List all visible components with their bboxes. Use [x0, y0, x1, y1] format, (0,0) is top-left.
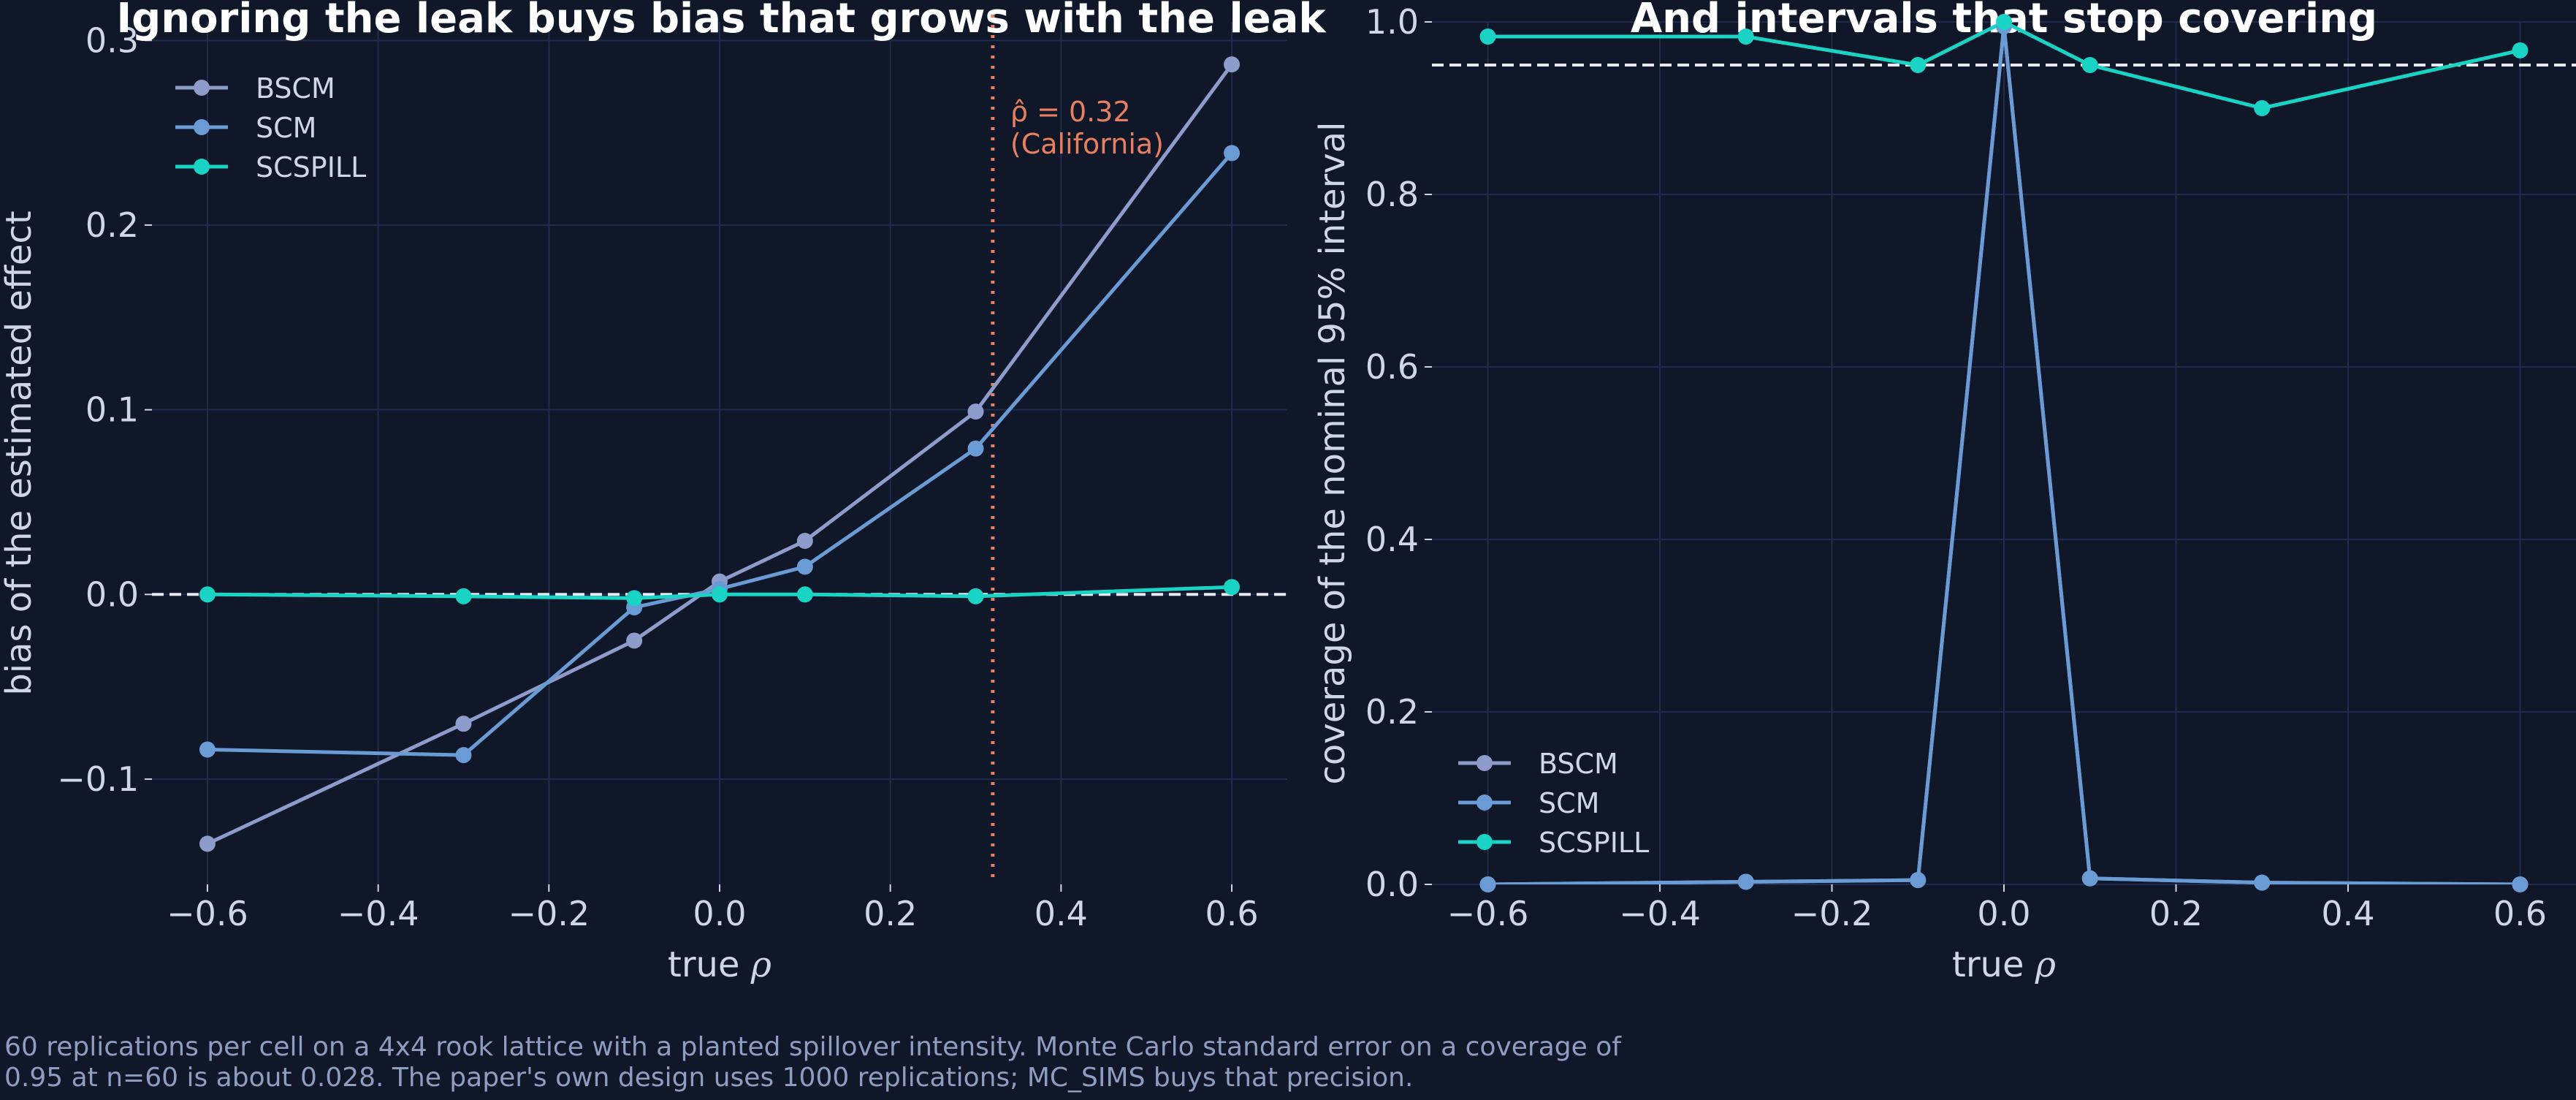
- p0-point-scm-5: [967, 440, 984, 457]
- p0-point-scspill-5: [967, 588, 984, 604]
- p1-x-tick-label-2: −0.2: [1791, 894, 1873, 933]
- p0-x-tick-label-2: −0.2: [508, 894, 590, 933]
- p0-y-tick-label-2: 0.1: [85, 390, 139, 430]
- p0-legend-label-scm: SCM: [256, 112, 316, 144]
- p0-legend-marker-scspill: [194, 159, 210, 175]
- p1-x-tick-label-1: −0.4: [1619, 894, 1701, 933]
- p1-point-scspill-2: [1910, 57, 1927, 73]
- p0-x-tick-label-4: 0.2: [864, 894, 917, 933]
- p0-point-scspill-2: [626, 590, 643, 607]
- bias-chart-panel: −0.6 −0.4 −0.2 0.0 0.2 0.4 0.6 −0.1 0.0 0.1 0.2 0.3…: [0, 0, 1327, 985]
- p1-x-tick-label-4: 0.2: [2149, 894, 2203, 933]
- p0-legend-marker-scm: [194, 119, 210, 135]
- p0-point-bscm-6: [1224, 56, 1241, 73]
- p1-point-scspill-3: [1996, 14, 2012, 30]
- figure-caption: 60 replications per cell on a 4x4 rook l…: [4, 1032, 2547, 1093]
- p0-legend-marker-bscm: [194, 80, 210, 96]
- p0-annotation-line-1: ρ̂ = 0.32: [1010, 96, 1131, 128]
- p0-point-scspill-0: [199, 586, 216, 603]
- figure: −0.6 −0.4 −0.2 0.0 0.2 0.4 0.6 −0.1 0.0 0.1 0.2 0.3…: [0, 0, 2576, 985]
- p1-point-scspill-0: [1479, 29, 1496, 45]
- p0-y-tick-label-0: −0.1: [57, 759, 139, 799]
- p1-point-scspill-4: [2081, 57, 2098, 73]
- p0-point-bscm-5: [967, 403, 984, 420]
- p1-legend-marker-scm: [1476, 794, 1493, 811]
- p0-x-tick-label-6: 0.6: [1205, 894, 1258, 933]
- p1-x-tick-label-5: 0.4: [2321, 894, 2374, 933]
- p0-x-tick-label-3: 0.0: [693, 894, 746, 933]
- p1-y-tick-label-3: 0.6: [1365, 347, 1419, 387]
- p1-legend-marker-scspill: [1476, 834, 1493, 850]
- p1-point-scspill-1: [1737, 29, 1754, 45]
- p1-y-tick-label-1: 0.2: [1365, 692, 1419, 732]
- p1-y-tick-label-5: 1.0: [1365, 2, 1419, 42]
- p1-legend-label-bscm: BSCM: [1539, 748, 1618, 780]
- p0-point-scspill-4: [796, 586, 813, 603]
- p0-x-axis-label: true ρ: [668, 944, 771, 985]
- p0-legend-label-bscm: BSCM: [256, 72, 335, 105]
- p1-point-scm-6: [2512, 876, 2529, 892]
- p1-x-tick-label-0: −0.6: [1447, 894, 1529, 933]
- p1-legend-marker-bscm: [1476, 755, 1493, 771]
- p1-point-scspill-6: [2512, 42, 2529, 58]
- p0-y-tick-label-3: 0.2: [85, 205, 139, 245]
- p1-y-tick-label-0: 0.0: [1365, 865, 1419, 904]
- p0-point-scm-0: [199, 741, 216, 758]
- p1-point-scm-1: [1737, 873, 1754, 890]
- p0-point-scspill-3: [712, 586, 728, 603]
- p0-y-tick-label-1: 0.0: [85, 574, 139, 614]
- p1-legend-label-scspill: SCSPILL: [1539, 827, 1649, 859]
- p0-x-tick-label-5: 0.4: [1034, 894, 1088, 933]
- p0-y-tick-label-4: 0.3: [85, 20, 139, 60]
- p0-point-scm-1: [455, 747, 472, 764]
- p1-point-scm-5: [2254, 874, 2271, 891]
- p0-legend-label-scspill: SCSPILL: [256, 151, 366, 183]
- p0-point-scm-6: [1224, 145, 1241, 162]
- p0-x-tick-label-0: −0.6: [167, 894, 248, 933]
- p0-point-bscm-0: [199, 835, 216, 852]
- p0-point-scspill-1: [455, 588, 472, 604]
- caption-line-2: 0.95 at n=60 is about 0.028. The paper's…: [4, 1063, 1414, 1093]
- p1-point-scm-4: [2081, 870, 2098, 887]
- p0-point-bscm-1: [455, 716, 472, 732]
- p1-x-axis-label: true ρ: [1952, 944, 2056, 985]
- p0-point-bscm-2: [626, 632, 643, 649]
- p0-chart-title: Ignoring the leak buys bias that grows w…: [116, 0, 1327, 42]
- coverage-chart-panel: −0.6 −0.4 −0.2 0.0 0.2 0.4 0.6 0.0 0.2 0.4 0.6 0.8 1…: [1312, 0, 2576, 985]
- p1-y-tick-label-4: 0.8: [1365, 175, 1419, 214]
- caption-line-1: 60 replications per cell on a 4x4 rook l…: [4, 1032, 1621, 1062]
- p1-point-scm-0: [1479, 876, 1496, 892]
- p1-y-tick-label-2: 0.4: [1365, 520, 1419, 559]
- p0-point-bscm-4: [796, 533, 813, 550]
- p0-y-axis-label: bias of the estimated effect: [0, 210, 39, 695]
- p0-point-scspill-6: [1224, 579, 1241, 596]
- p0-annotation-line-2: (California): [1010, 128, 1164, 160]
- p1-y-axis-label: coverage of the nominal 95% interval: [1312, 122, 1353, 785]
- p1-point-scspill-5: [2254, 100, 2271, 116]
- p1-x-tick-label-3: 0.0: [1977, 894, 2030, 933]
- p1-legend-label-scm: SCM: [1539, 787, 1599, 819]
- p0-point-scm-4: [796, 558, 813, 575]
- p1-point-scm-2: [1910, 872, 1927, 889]
- p1-x-tick-label-6: 0.6: [2493, 894, 2547, 933]
- p0-x-tick-label-1: −0.4: [338, 894, 419, 933]
